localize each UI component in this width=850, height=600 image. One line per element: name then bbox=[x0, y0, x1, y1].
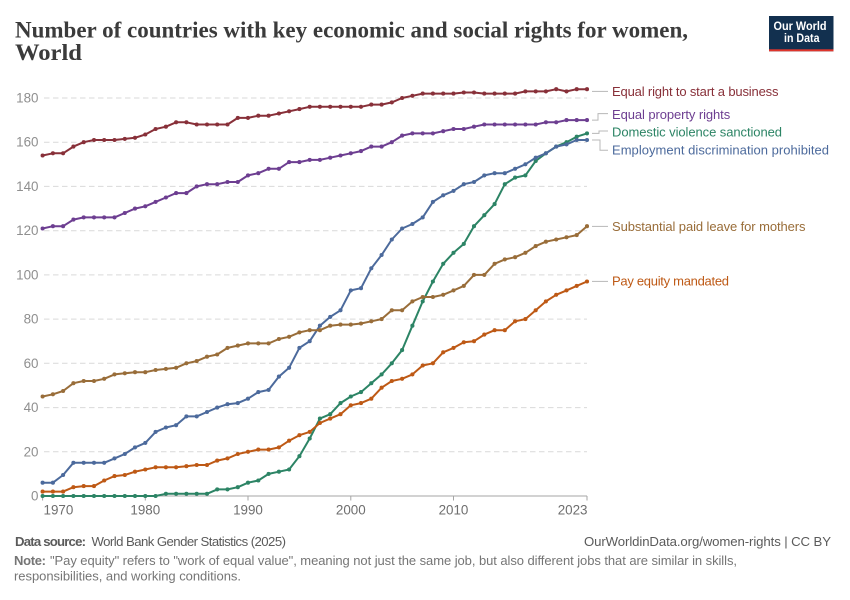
svg-text:180: 180 bbox=[16, 91, 38, 106]
svg-text:Equal right to start a busines: Equal right to start a business bbox=[612, 84, 779, 99]
svg-text:responsibilities, and working: responsibilities, and working conditions… bbox=[14, 569, 241, 584]
svg-text:0: 0 bbox=[31, 489, 38, 504]
svg-text:2000: 2000 bbox=[336, 503, 366, 518]
svg-text:Data source:: Data source: bbox=[15, 534, 86, 549]
svg-text:140: 140 bbox=[16, 179, 38, 194]
svg-text:120: 120 bbox=[16, 223, 38, 238]
svg-text:Domestic violence sanctioned: Domestic violence sanctioned bbox=[612, 125, 782, 140]
svg-text:World Bank Gender Statistics (: World Bank Gender Statistics (2025) bbox=[92, 534, 287, 549]
svg-text:1980: 1980 bbox=[130, 503, 160, 518]
svg-text:Substantial paid leave for mot: Substantial paid leave for mothers bbox=[612, 219, 806, 234]
svg-text:40: 40 bbox=[24, 400, 39, 415]
svg-text:World: World bbox=[15, 40, 82, 65]
svg-text:OurWorldinData.org/women-right: OurWorldinData.org/women-rights | CC BY bbox=[584, 534, 831, 549]
svg-text:in Data: in Data bbox=[784, 33, 820, 45]
svg-text:160: 160 bbox=[16, 135, 38, 150]
svg-text:"Pay equity" refers to "work o: "Pay equity" refers to "work of equal va… bbox=[50, 553, 737, 568]
svg-text:Number of countries with key e: Number of countries with key economic an… bbox=[15, 18, 688, 43]
svg-text:Pay equity mandated: Pay equity mandated bbox=[612, 274, 729, 289]
svg-text:Employment discrimination proh: Employment discrimination prohibited bbox=[612, 142, 829, 157]
svg-text:Note:: Note: bbox=[14, 553, 46, 568]
svg-text:1990: 1990 bbox=[233, 503, 263, 518]
svg-text:Our World: Our World bbox=[774, 21, 827, 33]
svg-text:60: 60 bbox=[24, 356, 39, 371]
svg-text:1970: 1970 bbox=[44, 503, 74, 518]
svg-text:Equal property rights: Equal property rights bbox=[612, 107, 731, 122]
svg-text:80: 80 bbox=[24, 312, 39, 327]
svg-text:2010: 2010 bbox=[439, 503, 469, 518]
svg-text:20: 20 bbox=[24, 444, 39, 459]
svg-text:100: 100 bbox=[16, 267, 38, 282]
svg-text:2023: 2023 bbox=[558, 503, 588, 518]
